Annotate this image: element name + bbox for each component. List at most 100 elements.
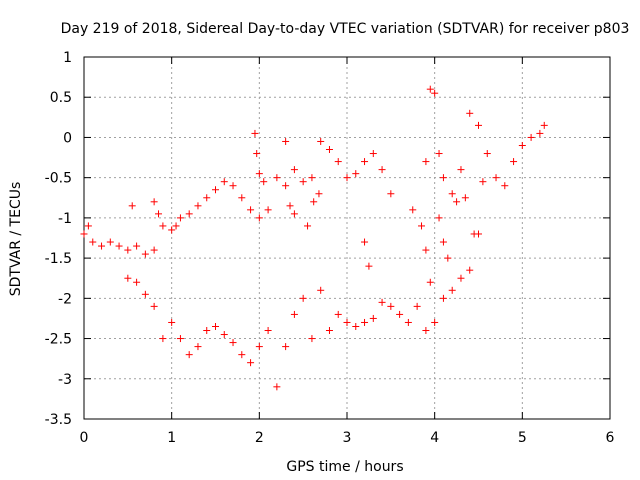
data-point-scattered	[150, 198, 158, 206]
data-point-rise	[501, 182, 509, 190]
data-point-lower	[203, 327, 211, 335]
data-point-scattered	[172, 222, 180, 230]
data-point-lower	[159, 335, 167, 343]
y-axis-label: SDTVAR / TECUs	[8, 182, 24, 297]
data-point-rise	[518, 141, 526, 149]
data-point-upper	[264, 206, 272, 214]
y-tick-label: -3.5	[45, 412, 72, 428]
y-tick-label: 0	[63, 130, 72, 146]
data-point-lower	[299, 294, 307, 302]
data-point-scattered	[290, 210, 298, 218]
data-point-scattered	[444, 254, 452, 262]
x-tick-label: 2	[255, 430, 264, 446]
data-point-scattered	[387, 190, 395, 198]
data-point-lower	[343, 318, 351, 326]
x-axis-label: GPS time / hours	[286, 459, 403, 475]
data-point-lower	[141, 290, 149, 298]
y-tick-labels: -3.5 -3 -2.5 -2 -1.5 -1 -0.5 0 0.5 1	[45, 50, 72, 428]
data-point-upper	[141, 250, 149, 258]
data-point-rise	[492, 174, 500, 182]
data-point-upper	[133, 242, 141, 250]
data-point-upper	[106, 238, 114, 246]
data-point-upper	[299, 178, 307, 186]
x-tick-label: 3	[343, 430, 352, 446]
data-point-upper	[361, 158, 369, 166]
y-tick-label: 1	[63, 50, 72, 66]
data-point-scattered	[310, 198, 318, 206]
data-point-lower	[352, 322, 360, 330]
data-point-scattered	[470, 230, 478, 238]
data-point-rise	[457, 166, 465, 174]
data-point-scattered	[315, 190, 323, 198]
data-point-upper	[176, 214, 184, 222]
data-point-lower	[317, 286, 325, 294]
data-point-upper	[343, 174, 351, 182]
data-point-scattered	[365, 262, 373, 270]
data-point-upper	[378, 166, 386, 174]
data-point-upper	[220, 178, 228, 186]
data-point-scattered	[304, 222, 312, 230]
y-tick-label: -1.5	[45, 251, 72, 267]
data-point-upper	[317, 137, 325, 145]
data-point-lower	[185, 351, 193, 359]
data-point-rise	[475, 121, 482, 129]
data-point-upper	[229, 182, 237, 190]
data-point-rise	[527, 133, 535, 141]
data-point-upper	[89, 238, 97, 246]
data-point-scattered	[253, 150, 261, 158]
data-point-scattered	[422, 246, 430, 254]
data-point-upper	[115, 242, 123, 250]
data-point-lower	[422, 327, 430, 335]
data-point-upper	[334, 158, 342, 166]
data-point-lower	[457, 274, 465, 282]
data-point-lower	[273, 383, 281, 391]
data-point-rise	[439, 174, 447, 182]
data-point-scattered	[426, 278, 434, 286]
data-point-upper	[308, 174, 316, 182]
x-tick-label: 1	[167, 430, 176, 446]
data-point-rise	[431, 89, 439, 97]
data-point-upper	[124, 246, 132, 254]
data-point-lower	[308, 335, 316, 343]
data-point-lower	[431, 318, 439, 326]
data-point-lower	[255, 343, 263, 351]
data-point-rise	[448, 190, 456, 198]
data-point-upper	[212, 186, 219, 194]
data-point-lower	[212, 322, 219, 330]
data-point-scattered	[260, 178, 268, 186]
data-point-lower	[124, 274, 132, 282]
data-point-lower	[466, 266, 474, 274]
data-point-upper	[185, 210, 193, 218]
data-point-lower	[238, 351, 246, 359]
data-point-lower	[378, 298, 386, 306]
data-point-scattered	[409, 206, 417, 214]
data-point-lower	[176, 335, 184, 343]
data-point-rise	[426, 85, 434, 93]
data-point-scattered	[286, 202, 294, 210]
data-point-rise	[422, 158, 430, 166]
data-point-upper	[203, 194, 211, 202]
data-point-rise	[466, 109, 474, 117]
data-point-scattered	[282, 182, 290, 190]
data-point-lower	[334, 310, 342, 318]
data-point-upper	[150, 246, 158, 254]
data-point-upper	[282, 137, 290, 145]
data-point-scattered	[128, 202, 136, 210]
data-point-lower	[150, 302, 158, 310]
data-point-upper	[98, 242, 106, 250]
data-point-lower	[439, 294, 447, 302]
y-tick-label: -2.5	[45, 332, 72, 348]
x-tick-label: 4	[430, 430, 439, 446]
data-point-lower	[361, 318, 369, 326]
data-point-lower	[282, 343, 290, 351]
x-tick-label: 6	[606, 430, 615, 446]
data-point-upper	[238, 194, 246, 202]
y-tick-label: -2	[58, 291, 72, 307]
data-point-lower	[448, 286, 456, 294]
data-point-upper	[247, 206, 255, 214]
data-point-upper	[325, 146, 333, 154]
data-point-lower	[290, 310, 298, 318]
data-point-lower	[264, 327, 272, 335]
data-point-upper	[159, 222, 167, 230]
data-point-scattered	[155, 210, 163, 218]
